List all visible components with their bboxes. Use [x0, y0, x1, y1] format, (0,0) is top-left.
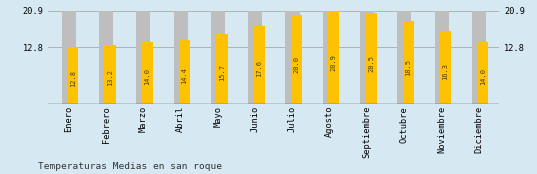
- Bar: [253, 26, 265, 104]
- Text: 13.2: 13.2: [107, 69, 113, 86]
- Bar: [403, 21, 414, 104]
- Text: 16.3: 16.3: [442, 63, 448, 80]
- Bar: [136, 11, 150, 104]
- Bar: [472, 11, 486, 104]
- Bar: [440, 31, 451, 104]
- Bar: [323, 11, 337, 104]
- Text: 15.7: 15.7: [219, 64, 225, 81]
- Bar: [62, 11, 76, 104]
- Bar: [216, 34, 228, 104]
- Text: Temperaturas Medias en san roque: Temperaturas Medias en san roque: [38, 161, 222, 171]
- Bar: [477, 42, 489, 104]
- Bar: [366, 13, 376, 104]
- Bar: [99, 11, 113, 104]
- Bar: [67, 47, 78, 104]
- Bar: [211, 11, 225, 104]
- Text: 14.4: 14.4: [182, 67, 187, 84]
- Text: 12.8: 12.8: [70, 70, 76, 87]
- Text: 20.0: 20.0: [294, 56, 300, 73]
- Bar: [397, 11, 411, 104]
- Bar: [291, 15, 302, 104]
- Bar: [173, 11, 188, 104]
- Text: 14.0: 14.0: [480, 68, 486, 85]
- Bar: [286, 11, 300, 104]
- Bar: [360, 11, 374, 104]
- Text: 18.5: 18.5: [405, 59, 411, 76]
- Bar: [434, 11, 449, 104]
- Text: 17.6: 17.6: [256, 60, 262, 77]
- Bar: [179, 40, 190, 104]
- Bar: [105, 45, 115, 104]
- Text: 20.5: 20.5: [368, 54, 374, 72]
- Bar: [142, 42, 153, 104]
- Bar: [328, 11, 339, 104]
- Text: 14.0: 14.0: [144, 68, 150, 85]
- Bar: [248, 11, 262, 104]
- Text: 20.9: 20.9: [331, 54, 337, 71]
